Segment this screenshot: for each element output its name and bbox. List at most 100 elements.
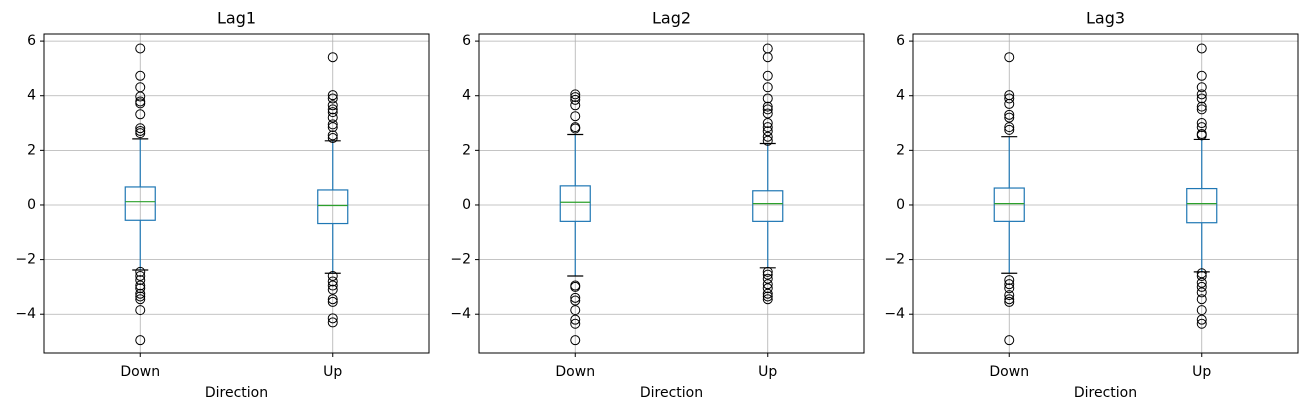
outlier — [762, 82, 773, 93]
outlier — [1196, 89, 1207, 100]
chart-title: Lag1 — [217, 9, 256, 28]
outlier — [570, 314, 581, 325]
outlier — [1196, 268, 1207, 279]
outlier — [570, 123, 581, 134]
outlier — [135, 266, 146, 277]
outlier — [135, 305, 146, 316]
outlier — [327, 119, 338, 130]
outlier — [1196, 101, 1207, 112]
chart-title: Lag2 — [652, 9, 691, 28]
outlier — [135, 270, 146, 281]
y-tick-label: 6 — [896, 33, 905, 49]
x-tick-label: Up — [323, 364, 342, 380]
outlier — [762, 108, 773, 119]
outlier — [327, 122, 338, 133]
outlier — [1004, 109, 1015, 120]
box — [752, 190, 784, 222]
outlier — [135, 275, 146, 286]
outlier — [762, 70, 773, 81]
x-tick-label: Down — [555, 364, 595, 380]
outlier — [135, 123, 146, 134]
outlier — [135, 128, 146, 139]
y-tick-label: 6 — [462, 33, 471, 49]
y-tick-label: 2 — [896, 142, 905, 158]
outlier — [327, 52, 338, 63]
outlier — [1196, 122, 1207, 133]
outlier — [1004, 283, 1015, 294]
outlier — [135, 43, 146, 54]
outlier — [1004, 279, 1015, 290]
box — [1186, 187, 1218, 224]
y-tick-label: 0 — [896, 197, 905, 213]
outlier — [762, 288, 773, 299]
y-tick-label: 2 — [27, 142, 36, 158]
x-tick-label: Down — [989, 364, 1029, 380]
outlier — [762, 291, 773, 302]
y-tick-label: −2 — [15, 252, 36, 268]
y-tick-label: 4 — [462, 88, 471, 104]
outlier — [1004, 112, 1015, 123]
outlier — [1196, 93, 1207, 104]
outlier — [570, 292, 581, 303]
outlier — [762, 122, 773, 133]
x-tick-label: Down — [120, 364, 160, 380]
outlier — [327, 112, 338, 123]
outlier — [570, 94, 581, 105]
outlier — [327, 317, 338, 328]
outlier — [570, 318, 581, 329]
outlier — [762, 126, 773, 137]
x-axis-label: Direction — [640, 385, 703, 401]
outlier — [762, 266, 773, 277]
outlier — [762, 269, 773, 280]
outlier — [1196, 294, 1207, 305]
box — [317, 189, 349, 225]
y-tick-label: −4 — [450, 306, 471, 322]
outlier — [1196, 104, 1207, 115]
outlier — [135, 283, 146, 294]
outlier — [762, 118, 773, 129]
outlier — [1004, 122, 1015, 133]
outlier — [327, 130, 338, 141]
outlier — [1196, 277, 1207, 288]
outlier — [1196, 70, 1207, 81]
outlier — [135, 294, 146, 305]
box — [124, 186, 156, 221]
outlier — [1004, 98, 1015, 109]
outlier — [135, 125, 146, 136]
axes-frame — [912, 33, 1299, 354]
outlier — [762, 294, 773, 305]
outlier — [762, 101, 773, 112]
y-tick-label: −2 — [450, 252, 471, 268]
outlier — [1196, 270, 1207, 281]
outlier — [1004, 93, 1015, 104]
y-tick-label: −2 — [884, 252, 905, 268]
box — [993, 187, 1025, 222]
outlier — [1196, 305, 1207, 316]
x-axis-label: Direction — [1074, 385, 1137, 401]
outlier — [327, 276, 338, 287]
outlier — [327, 100, 338, 111]
outlier — [1196, 118, 1207, 129]
outlier — [762, 104, 773, 115]
outlier — [327, 270, 338, 281]
outlier — [1196, 130, 1207, 141]
box — [559, 185, 591, 222]
x-tick-label: Up — [758, 364, 777, 380]
y-tick-label: 4 — [896, 88, 905, 104]
outlier — [1196, 314, 1207, 325]
outlier — [135, 335, 146, 346]
outlier — [327, 93, 338, 104]
outlier — [327, 294, 338, 305]
outlier — [570, 92, 581, 103]
outlier — [762, 279, 773, 290]
outlier — [762, 135, 773, 146]
outlier — [135, 291, 146, 302]
outlier — [327, 133, 338, 144]
outlier — [327, 104, 338, 115]
outlier — [327, 284, 338, 295]
x-tick-label: Up — [1192, 364, 1211, 380]
y-tick-label: 0 — [27, 197, 36, 213]
outlier — [1196, 287, 1207, 298]
outlier — [327, 107, 338, 118]
